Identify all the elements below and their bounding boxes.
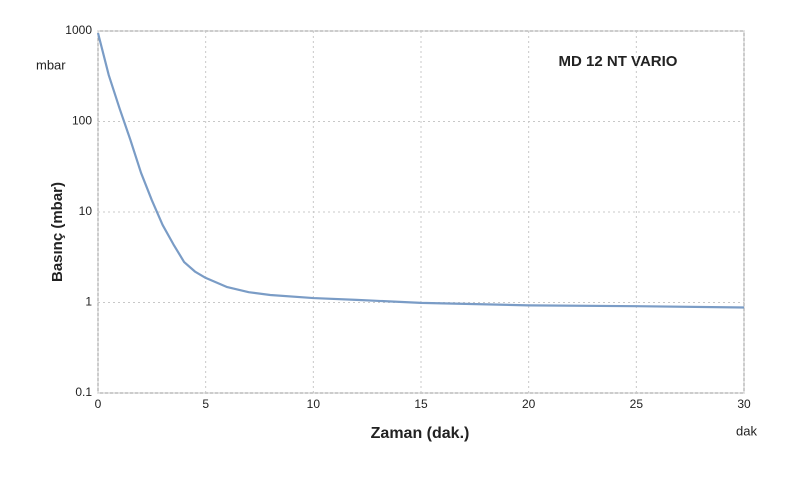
x-tick-label: 30 bbox=[737, 397, 751, 411]
x-tick-label: 25 bbox=[630, 397, 644, 411]
data-line bbox=[96, 32, 745, 309]
y-axis-label: Basınç (mbar) bbox=[49, 182, 66, 282]
x-tick-label: 5 bbox=[202, 397, 209, 411]
annotation: mbar bbox=[36, 57, 66, 72]
x-tick-label: 15 bbox=[414, 397, 428, 411]
x-tick-label: 10 bbox=[307, 397, 321, 411]
y-tick-label: 10 bbox=[79, 204, 93, 218]
chart-title: MD 12 NT VARIO bbox=[559, 53, 678, 70]
annotation: dak bbox=[736, 423, 757, 438]
y-tick-label: 1 bbox=[85, 295, 92, 309]
y-tick-label: 100 bbox=[72, 114, 92, 128]
x-axis-label: Zaman (dak.) bbox=[371, 425, 470, 442]
x-tick-label: 20 bbox=[522, 397, 536, 411]
y-tick-label: 0.1 bbox=[75, 385, 92, 399]
y-tick-label: 1000 bbox=[65, 23, 92, 37]
x-tick-label: 0 bbox=[95, 397, 102, 411]
